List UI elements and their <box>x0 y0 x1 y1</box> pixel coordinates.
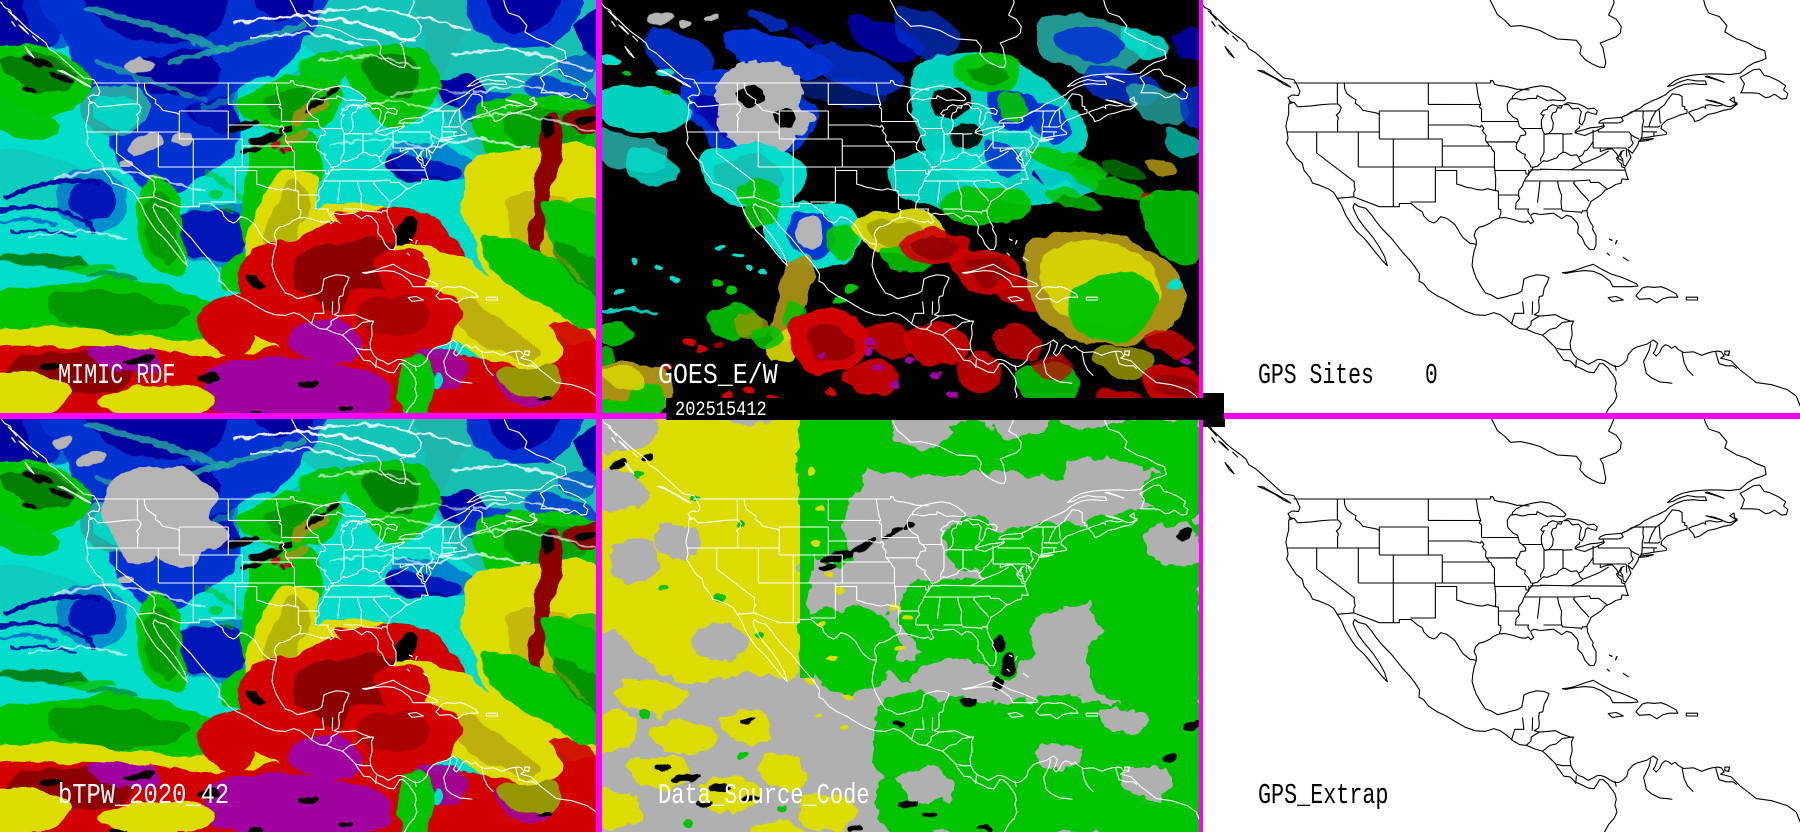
svg-text:MIMIC RDF: MIMIC RDF <box>58 359 175 392</box>
svg-text:202515412: 202515412 <box>675 399 767 422</box>
svg-text:GPS Sites: GPS Sites <box>1258 359 1374 392</box>
svg-text:GOES_E/W: GOES_E/W <box>658 359 778 392</box>
svg-text:Data_Source_Code: Data_Source_Code <box>658 779 870 812</box>
svg-text:0: 0 <box>1425 359 1438 392</box>
svg-text:bTPW_2020_42: bTPW_2020_42 <box>58 779 229 812</box>
svg-text:GPS_Extrap: GPS_Extrap <box>1258 779 1388 812</box>
